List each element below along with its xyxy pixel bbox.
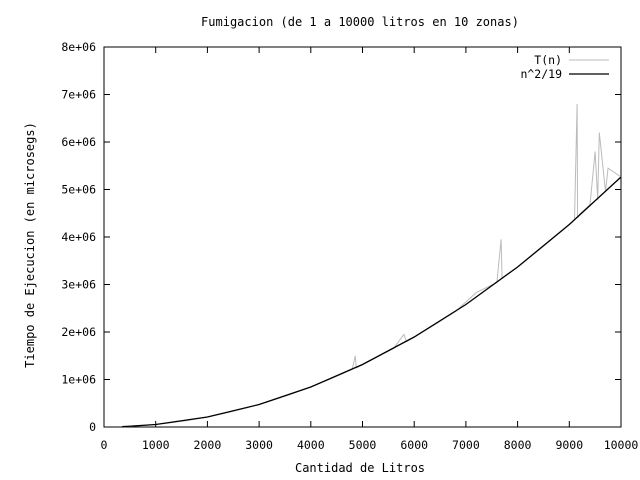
y-axis-label: Tiempo de Ejecucion (en microsegs) <box>23 122 37 368</box>
x-axis-label: Cantidad de Litros <box>295 461 425 475</box>
y-tick-label: 5e+06 <box>61 183 96 197</box>
y-tick-label: 0 <box>89 420 96 434</box>
y-tick-label: 7e+06 <box>61 88 96 102</box>
x-tick-label: 8000 <box>504 438 532 452</box>
series-line-2 <box>122 176 622 428</box>
x-tick-label: 10000 <box>604 438 639 452</box>
x-tick-label: 7000 <box>452 438 480 452</box>
series-line-1 <box>124 103 622 428</box>
plot-border <box>103 46 622 428</box>
x-tick-label: 9000 <box>555 438 583 452</box>
x-tick-label: 5000 <box>349 438 377 452</box>
y-tick-label: 8e+06 <box>61 40 96 54</box>
y-tick-label: 4e+06 <box>61 230 96 244</box>
legend-label-1: T(n) <box>534 53 562 67</box>
chart-title: Fumigacion (de 1 a 10000 litros en 10 zo… <box>201 15 519 29</box>
y-tick-label: 2e+06 <box>61 325 96 339</box>
y-tick-label: 1e+06 <box>61 373 96 387</box>
x-tick-label: 4000 <box>297 438 325 452</box>
legend-label-2: n^2/19 <box>520 67 562 81</box>
x-tick-label: 6000 <box>400 438 428 452</box>
plot-area: 0 1000 2000 3000 4000 5000 6000 7000 8000 9000 100… <box>61 40 638 452</box>
y-tick-label: 3e+06 <box>61 278 96 292</box>
x-tick-label: 0 <box>101 438 108 452</box>
y-tick-label: 6e+06 <box>61 135 96 149</box>
x-tick-label: 3000 <box>245 438 273 452</box>
x-tick-label: 1000 <box>142 438 170 452</box>
x-tick-label: 2000 <box>194 438 222 452</box>
